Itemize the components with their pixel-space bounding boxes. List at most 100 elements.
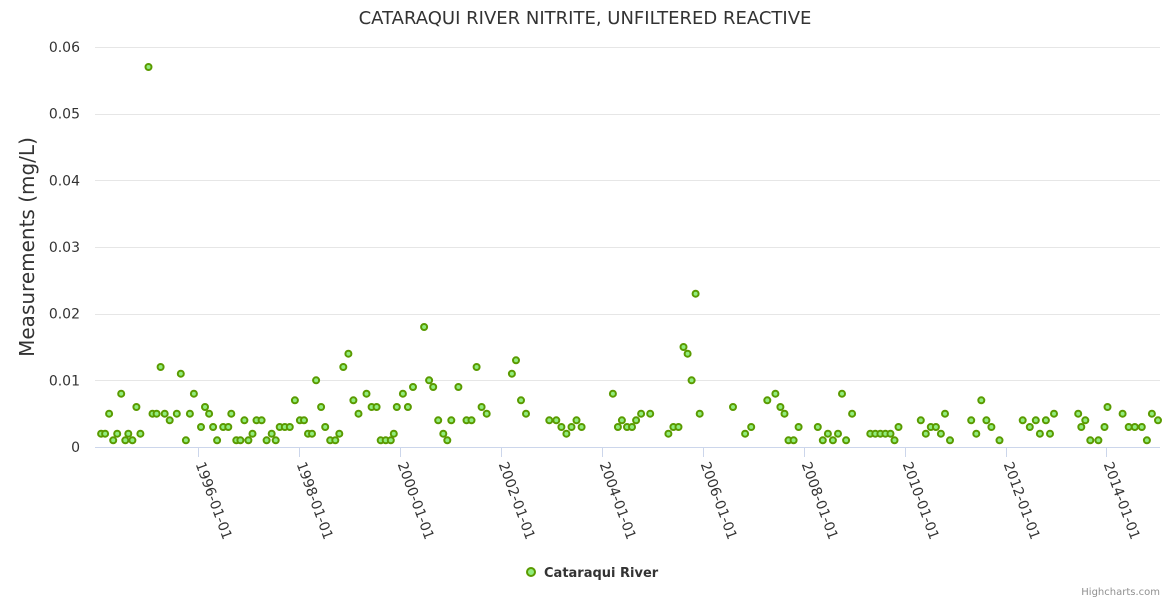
data-point[interactable] <box>967 416 976 425</box>
data-point[interactable] <box>1142 436 1151 445</box>
data-point[interactable] <box>156 363 165 371</box>
data-point[interactable] <box>1025 423 1034 431</box>
data-point[interactable] <box>691 289 700 298</box>
data-point[interactable] <box>1041 416 1050 425</box>
data-point[interactable] <box>262 436 271 445</box>
data-point[interactable] <box>172 409 181 418</box>
data-point[interactable] <box>267 429 276 438</box>
data-point[interactable] <box>331 436 340 445</box>
data-point[interactable] <box>1035 429 1044 438</box>
data-point[interactable] <box>1046 429 1054 438</box>
data-point[interactable] <box>848 409 857 418</box>
data-point[interactable] <box>828 436 837 445</box>
data-point[interactable] <box>372 403 381 411</box>
data-point[interactable] <box>181 436 190 445</box>
data-point[interactable] <box>213 436 222 445</box>
data-point[interactable] <box>447 416 456 425</box>
data-point[interactable] <box>776 403 785 411</box>
data-point[interactable] <box>1094 436 1103 445</box>
data-point[interactable] <box>439 429 448 438</box>
data-point[interactable] <box>160 409 169 418</box>
data-point[interactable] <box>562 429 571 438</box>
data-point[interactable] <box>987 423 996 431</box>
data-point[interactable] <box>894 423 903 431</box>
data-point[interactable] <box>1118 409 1127 418</box>
data-point[interactable] <box>921 429 930 438</box>
data-point[interactable] <box>794 423 803 431</box>
data-point[interactable] <box>354 409 363 418</box>
data-point[interactable] <box>321 423 330 431</box>
data-point[interactable] <box>1081 416 1090 425</box>
data-point[interactable] <box>1124 423 1133 431</box>
data-point[interactable] <box>152 409 161 418</box>
data-point[interactable] <box>545 416 554 425</box>
data-point[interactable] <box>248 429 257 438</box>
data-point[interactable] <box>201 403 209 411</box>
data-point[interactable] <box>236 436 245 445</box>
data-point[interactable] <box>144 63 153 71</box>
data-point[interactable] <box>176 369 185 378</box>
data-point[interactable] <box>109 436 118 445</box>
data-point[interactable] <box>789 436 798 445</box>
data-point[interactable] <box>890 436 899 445</box>
data-point[interactable] <box>687 376 696 385</box>
data-point[interactable] <box>1147 409 1156 418</box>
data-point[interactable] <box>349 396 358 405</box>
data-point[interactable] <box>300 416 308 425</box>
data-point[interactable] <box>454 383 463 391</box>
legend-label[interactable]: Cataraqui River <box>544 566 659 581</box>
data-point[interactable] <box>482 409 491 418</box>
data-point[interactable] <box>209 423 218 431</box>
legend[interactable]: Cataraqui River <box>526 566 659 581</box>
data-point[interactable] <box>389 429 398 438</box>
data-point[interactable] <box>646 409 655 418</box>
data-point[interactable] <box>434 416 443 425</box>
data-point[interactable] <box>695 409 704 418</box>
data-point[interactable] <box>941 409 949 418</box>
data-point[interactable] <box>886 429 895 438</box>
data-point[interactable] <box>1100 423 1109 431</box>
data-point[interactable] <box>227 409 236 418</box>
data-point[interactable] <box>443 436 452 445</box>
data-point[interactable] <box>335 429 344 438</box>
data-point[interactable] <box>916 416 925 425</box>
data-point[interactable] <box>205 409 214 418</box>
data-point[interactable] <box>185 409 194 418</box>
data-point[interactable] <box>317 403 326 411</box>
data-point[interactable] <box>257 416 266 425</box>
data-point[interactable] <box>344 349 353 358</box>
data-point[interactable] <box>105 409 114 418</box>
data-point[interactable] <box>128 436 137 445</box>
data-point[interactable] <box>1154 416 1162 425</box>
data-point[interactable] <box>312 376 321 385</box>
data-point[interactable] <box>683 349 692 358</box>
data-point[interactable] <box>617 416 626 425</box>
data-point[interactable] <box>429 383 438 391</box>
data-point[interactable] <box>936 429 945 438</box>
data-point[interactable] <box>674 423 683 431</box>
data-point[interactable] <box>567 423 576 431</box>
data-point[interactable] <box>224 423 233 431</box>
data-point[interactable] <box>1103 403 1112 411</box>
data-point[interactable] <box>285 423 294 431</box>
data-point[interactable] <box>972 429 981 438</box>
data-point[interactable] <box>552 416 561 425</box>
data-point[interactable] <box>290 396 299 405</box>
data-point[interactable] <box>271 436 280 445</box>
data-point[interactable] <box>1074 409 1083 418</box>
data-point[interactable] <box>1086 436 1095 445</box>
data-point[interactable] <box>512 356 520 365</box>
data-point[interactable] <box>763 396 772 405</box>
data-point[interactable] <box>557 423 566 431</box>
data-point[interactable] <box>113 429 122 438</box>
credits-link[interactable]: Highcharts.com <box>1081 587 1160 598</box>
data-point[interactable] <box>409 383 417 391</box>
data-point[interactable] <box>1130 423 1139 431</box>
data-point[interactable] <box>392 403 401 411</box>
data-point[interactable] <box>472 363 481 371</box>
data-point[interactable] <box>244 436 253 445</box>
data-point[interactable] <box>838 389 846 398</box>
data-point[interactable] <box>189 389 198 398</box>
data-point[interactable] <box>995 436 1004 445</box>
data-point[interactable] <box>240 416 249 425</box>
